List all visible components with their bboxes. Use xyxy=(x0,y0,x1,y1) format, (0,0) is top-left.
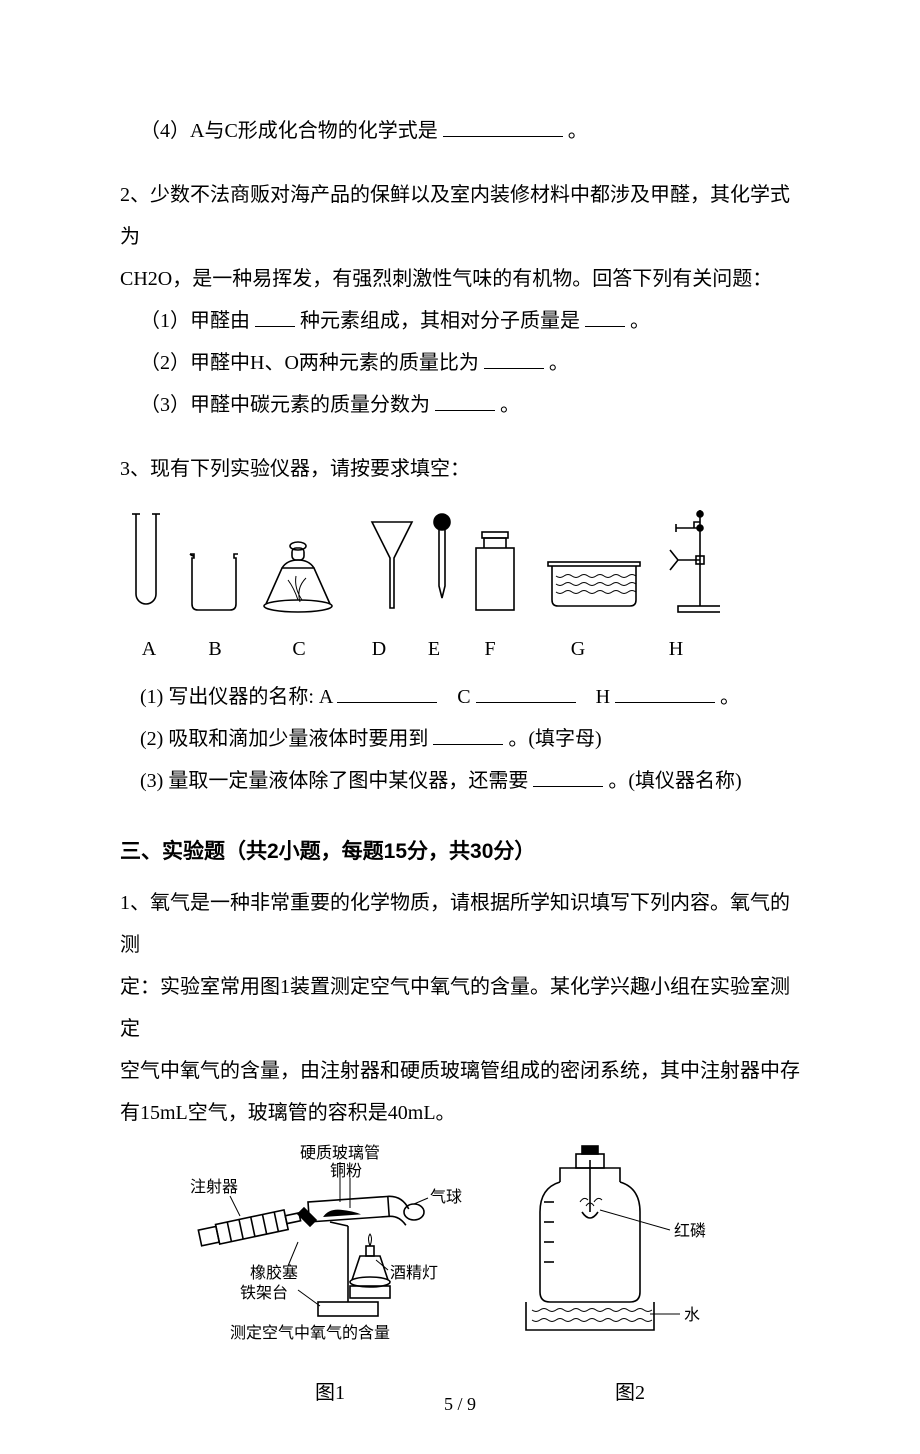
s3-q1-l2: 定：实验室常用图1装置测定空气中氧气的含量。某化学兴趣小组在实验室测定 xyxy=(120,966,800,1050)
q3-3: (3) 量取一定量液体除了图中某仪器，还需要 。(填仪器名称) xyxy=(120,760,800,802)
blank-q1-4[interactable] xyxy=(443,117,563,137)
inst-label-c: C xyxy=(252,628,346,670)
blank-q2-2[interactable] xyxy=(484,349,544,369)
fig2-water-label: 水 xyxy=(684,1306,700,1324)
q3-2: (2) 吸取和滴加少量液体时要用到 。(填字母) xyxy=(120,718,800,760)
q2-2-b: 。 xyxy=(549,352,569,374)
inst-label-a: A xyxy=(120,628,178,670)
q2-3-a: （3）甲醛中碳元素的质量分数为 xyxy=(140,394,430,416)
fig1-copper-label: 铜粉 xyxy=(330,1162,362,1180)
q2-2: （2）甲醛中H、O两种元素的质量比为 。 xyxy=(120,342,800,384)
fig1-lamp-label: 酒精灯 xyxy=(390,1264,438,1282)
q2-1-b: 种元素组成，其相对分子质量是 xyxy=(300,310,580,332)
q3-1-d: 。 xyxy=(720,686,740,708)
fig1-stand-label: 铁架台 xyxy=(240,1284,288,1302)
q2-intro-line1: 2、少数不法商贩对海产品的保鲜以及室内装修材料中都涉及甲醛，其化学式为 xyxy=(120,174,800,258)
s3-q1-l1: 1、氧气是一种非常重要的化学物质，请根据所学知识填写下列内容。氧气的测 xyxy=(120,882,800,966)
q3-2-a: (2) 吸取和滴加少量液体时要用到 xyxy=(140,728,428,750)
blank-q3-1c[interactable] xyxy=(615,683,715,703)
section-3-heading: 三、实验题（共2小题，每题15分，共30分） xyxy=(120,830,800,874)
instruments-figure: A B C D E F G H xyxy=(120,504,800,670)
q3-1-c: H xyxy=(596,686,610,708)
blank-q2-1a[interactable] xyxy=(255,307,295,327)
experiment-figures: 硬质玻璃管 注射器 铜粉 气球 橡胶塞 酒精灯 铁架台 测定空气中氧气的含量 xyxy=(180,1142,800,1372)
q3-2-b: 。(填字母) xyxy=(508,728,601,750)
fig1-stopper-label: 橡胶塞 xyxy=(250,1264,298,1282)
fig2-phosphorus-label: 红磷 xyxy=(674,1222,706,1240)
q3-1-a: (1) 写出仪器的名称: A xyxy=(140,686,332,708)
inst-label-d: D xyxy=(346,628,412,670)
blank-q3-1b[interactable] xyxy=(476,683,576,703)
blank-q2-3[interactable] xyxy=(435,391,495,411)
inst-label-h: H xyxy=(632,628,720,670)
blank-q3-2[interactable] xyxy=(433,725,503,745)
fig1-syringe-label: 注射器 xyxy=(190,1178,238,1196)
spacer xyxy=(120,152,800,174)
q3-3-a: (3) 量取一定量液体除了图中某仪器，还需要 xyxy=(140,770,528,792)
s3-q1-l4: 有15mL空气，玻璃管的容积是40mL。 xyxy=(120,1092,800,1134)
q2-1-a: （1）甲醛由 xyxy=(140,310,250,332)
s3-q1-l3: 空气中氧气的含量，由注射器和硬质玻璃管组成的密闭系统，其中注射器中存 xyxy=(120,1050,800,1092)
blank-q2-1b[interactable] xyxy=(585,307,625,327)
worksheet-page: （4）A与C形成化合物的化学式是 。 2、少数不法商贩对海产品的保鲜以及室内装修… xyxy=(0,0,920,1454)
inst-label-e: E xyxy=(412,628,456,670)
fig1-balloon-label: 气球 xyxy=(430,1188,462,1206)
q2-2-a: （2）甲醛中H、O两种元素的质量比为 xyxy=(140,352,479,374)
q2-1-c: 。 xyxy=(630,310,650,332)
fig1-main-caption: 测定空气中氧气的含量 xyxy=(230,1324,390,1342)
spacer xyxy=(120,426,800,448)
q3-intro: 3、现有下列实验仪器，请按要求填空： xyxy=(120,448,800,490)
q2-intro-line2: CH2O，是一种易挥发，有强烈刺激性气味的有机物。回答下列有关问题： xyxy=(120,258,800,300)
q3-1: (1) 写出仪器的名称: A C H 。 xyxy=(120,676,800,718)
q1-4: （4）A与C形成化合物的化学式是 。 xyxy=(120,110,800,152)
q2-3: （3）甲醛中碳元素的质量分数为 。 xyxy=(120,384,800,426)
inst-label-b: B xyxy=(178,628,252,670)
q3-1-b: C xyxy=(457,686,470,708)
page-footer: 5 / 9 xyxy=(0,1386,920,1424)
inst-label-g: G xyxy=(524,628,632,670)
q2-1: （1）甲醛由 种元素组成，其相对分子质量是 。 xyxy=(120,300,800,342)
fig1-tube-label: 硬质玻璃管 xyxy=(300,1144,380,1162)
q1-4-text: （4）A与C形成化合物的化学式是 xyxy=(140,120,438,142)
instrument-labels-row: A B C D E F G H xyxy=(120,628,800,670)
blank-q3-3[interactable] xyxy=(533,767,603,787)
q2-3-b: 。 xyxy=(500,394,520,416)
q3-3-b: 。(填仪器名称) xyxy=(608,770,741,792)
q1-4-end: 。 xyxy=(568,120,588,142)
inst-label-f: F xyxy=(456,628,524,670)
blank-q3-1a[interactable] xyxy=(337,683,437,703)
